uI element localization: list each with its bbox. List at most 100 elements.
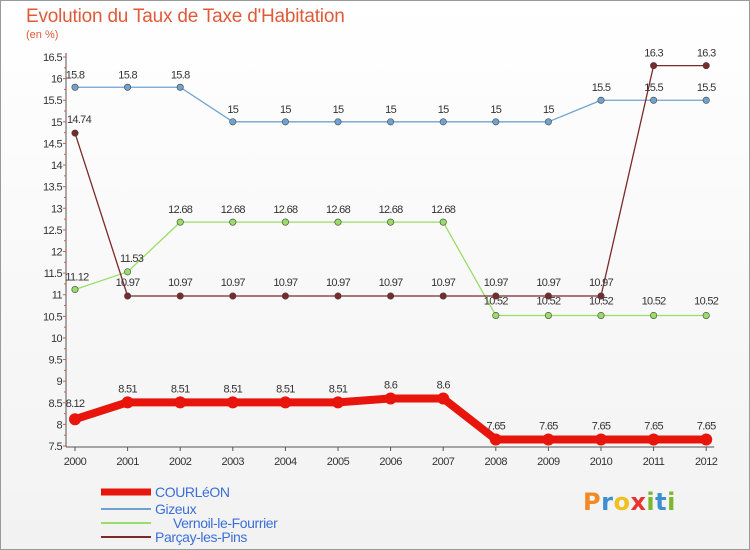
x-tick-label: 2001 (116, 456, 139, 468)
x-tick-label: 2002 (169, 456, 192, 468)
data-label: 8.12 (66, 398, 85, 410)
data-point (281, 292, 289, 300)
legend-label: Vernoil-le-Fourrier (173, 515, 278, 531)
data-label: 15 (280, 104, 291, 116)
y-tick-label: 15.5 (43, 95, 62, 107)
data-label: 12.68 (379, 204, 404, 216)
data-point (492, 292, 500, 300)
x-tick-label: 2004 (274, 456, 297, 468)
data-label: 12.68 (431, 204, 456, 216)
data-point (229, 292, 237, 300)
data-label: 7.65 (539, 421, 558, 433)
data-label: 15.5 (697, 82, 716, 94)
y-tick-label: 10 (51, 333, 63, 345)
data-point (702, 96, 710, 104)
logo-letter: P (583, 488, 602, 516)
x-tick-label: 2005 (327, 456, 350, 468)
data-label: 10.97 (326, 277, 351, 289)
data-label: 15 (333, 104, 344, 116)
x-tick-label: 2011 (643, 456, 665, 468)
data-point (387, 292, 395, 300)
y-tick-label: 7.5 (49, 441, 63, 453)
legend-label: COURLéON (155, 484, 230, 500)
data-point (334, 218, 342, 226)
data-label: 15 (438, 104, 449, 116)
data-label: 8.51 (171, 383, 190, 395)
data-label: 11.53 (120, 253, 144, 265)
logo-letter: r (601, 488, 614, 516)
logo-letter: o (613, 488, 631, 516)
y-tick-label: 10.5 (43, 311, 62, 323)
legend-label: Gizeux (155, 501, 197, 517)
x-tick-label: 2006 (379, 456, 402, 468)
data-point (226, 396, 239, 409)
x-tick-label: 2009 (537, 456, 560, 468)
legend-label: Parçay-les-Pins (155, 529, 247, 545)
data-point (492, 118, 500, 126)
data-label: 10.52 (536, 295, 561, 307)
logo-letter: i (646, 488, 656, 516)
data-label: 10.97 (589, 277, 614, 289)
data-label: 10.97 (273, 277, 298, 289)
y-tick-label: 9.5 (49, 355, 63, 367)
data-label: 16.3 (644, 48, 663, 60)
data-label: 15.8 (171, 69, 190, 81)
y-tick-label: 9 (56, 376, 62, 388)
data-label: 8.6 (384, 379, 398, 391)
data-point (650, 311, 658, 319)
x-tick-label: 2007 (432, 456, 455, 468)
data-label: 10.97 (379, 277, 404, 289)
data-point (124, 292, 132, 300)
data-point (121, 396, 134, 409)
y-tick-label: 12 (51, 247, 63, 259)
data-label: 15.8 (118, 69, 137, 81)
data-point (334, 118, 342, 126)
data-point (650, 96, 658, 104)
y-tick-label: 16.5 (43, 52, 62, 64)
data-point (489, 433, 502, 446)
data-label: 10.97 (431, 277, 456, 289)
data-label: 15.8 (66, 69, 85, 81)
data-point (595, 433, 607, 446)
logo-letter: x (630, 488, 647, 516)
data-point (700, 433, 713, 446)
data-point (437, 392, 450, 405)
data-point (647, 433, 660, 446)
data-label: 8.51 (276, 383, 295, 395)
data-point (702, 311, 710, 319)
data-point (597, 292, 605, 300)
y-tick-label: 11 (52, 290, 63, 302)
chart-unit-label: (en %) (26, 29, 59, 41)
data-label: 8.51 (329, 383, 348, 395)
x-tick-label: 2012 (695, 456, 718, 468)
data-label: 15 (543, 104, 554, 116)
data-label: 7.65 (644, 421, 663, 433)
data-point (229, 118, 237, 126)
data-label: 8.51 (118, 383, 137, 395)
data-point (176, 83, 184, 91)
data-label: 12.68 (326, 204, 351, 216)
data-label: 12.68 (168, 204, 193, 216)
data-point (281, 118, 289, 126)
data-point (124, 268, 132, 276)
data-label: 15 (385, 104, 396, 116)
data-label: 10.52 (694, 295, 719, 307)
data-point (279, 396, 292, 409)
logo-letter: t (655, 488, 668, 516)
data-label: 11.12 (65, 272, 89, 284)
data-point (544, 292, 552, 300)
y-tick-label: 14 (51, 160, 63, 172)
x-tick-label: 2010 (590, 456, 613, 468)
data-label: 8.6 (437, 379, 451, 391)
logo-letter: i (667, 488, 676, 516)
data-point (334, 292, 342, 300)
y-tick-label: 16 (51, 74, 63, 86)
data-point (384, 392, 397, 405)
y-tick-label: 13 (51, 203, 63, 215)
data-point (544, 118, 552, 126)
data-label: 8.51 (223, 383, 242, 395)
chart-title: Evolution du Taux de Taxe d'Habitation (26, 6, 345, 27)
y-tick-label: 14.5 (43, 138, 62, 150)
data-label: 15.5 (592, 82, 611, 94)
